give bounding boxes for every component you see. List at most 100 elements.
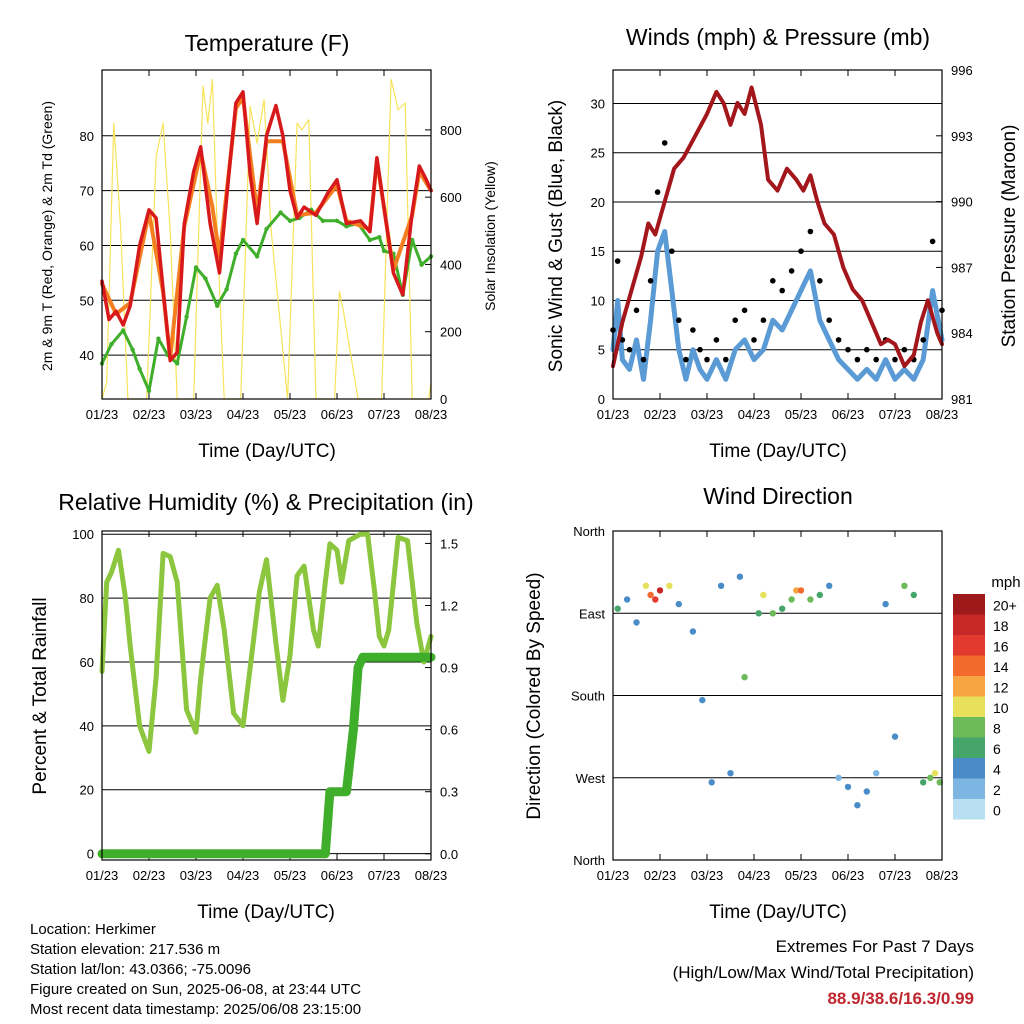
- station-location: Location: Herkimer: [30, 921, 156, 938]
- dewpoint-point: [175, 361, 180, 366]
- y-tick-label: 25: [591, 146, 605, 161]
- x-tick-label: 08/23: [415, 407, 448, 422]
- x-tick-label: 04/23: [227, 868, 260, 883]
- humidity-title: Relative Humidity (%) & Precipitation (i…: [58, 489, 473, 515]
- speed-legend-title: mph: [991, 574, 1020, 591]
- y2-tick-label: 990: [951, 195, 973, 210]
- y2-tick-label: 1.5: [440, 536, 458, 551]
- gust-point: [929, 238, 936, 245]
- direction-point: [656, 587, 664, 594]
- y2-tick-label: 0.0: [440, 847, 458, 862]
- plot-frame: [101, 530, 432, 861]
- direction-xlabel: Time (Day/UTC): [709, 902, 847, 923]
- legend-label: 18: [993, 618, 1009, 634]
- x-tick-label: 06/23: [832, 868, 865, 883]
- gust-point: [835, 337, 842, 343]
- station-pressure-line: [611, 85, 944, 369]
- x-tick-label: 07/23: [368, 868, 401, 883]
- dewpoint-point: [184, 314, 189, 319]
- direction-point: [689, 628, 697, 635]
- y2-tick-label: 0: [440, 392, 447, 407]
- solar-insolation-line: [101, 78, 432, 400]
- humidity-panel: Relative Humidity (%) & Precipitation (i…: [30, 489, 474, 923]
- gust-point: [723, 356, 729, 363]
- direction-point: [788, 596, 795, 603]
- gust-point: [779, 287, 785, 294]
- dewpoint-point: [109, 342, 114, 347]
- x-tick-label: 02/23: [133, 407, 166, 422]
- recent-data-timestamp: Most recent data timestamp: 2025/06/08 2…: [30, 1001, 362, 1018]
- gust-point: [690, 327, 696, 333]
- sonic-wind-line: [610, 229, 945, 382]
- dewpoint-point: [130, 347, 135, 352]
- direction-point: [717, 582, 725, 589]
- legend-swatch: [953, 635, 985, 656]
- dewpoint-point: [193, 265, 199, 270]
- direction-point: [699, 696, 706, 704]
- direction-point: [931, 770, 939, 777]
- gust-point: [901, 346, 908, 353]
- y2-tick-label: 200: [440, 325, 462, 340]
- dewpoint-point: [240, 237, 246, 243]
- gust-point: [676, 317, 682, 324]
- gust-point: [751, 337, 757, 343]
- legend-swatch: [953, 655, 985, 676]
- direction-point: [854, 802, 861, 809]
- legend-swatch: [953, 614, 985, 635]
- dewpoint-point: [121, 328, 126, 333]
- total-rainfall-line: [97, 652, 436, 859]
- direction-point: [863, 788, 870, 795]
- winds-panel: Winds (mph) & Pressure (mb) Time (Day/UT…: [546, 24, 1020, 462]
- legend-label: 0: [993, 803, 1001, 819]
- x-tick-label: 06/23: [321, 407, 354, 422]
- legend-swatch: [953, 676, 985, 697]
- temperature-ylabel: 2m & 9m T (Red, Orange) & 2m Td (Green): [39, 101, 55, 371]
- direction-point: [755, 610, 762, 617]
- winds-title: Winds (mph) & Pressure (mb): [626, 24, 930, 50]
- plot-frame: [612, 530, 943, 861]
- direction-ylabel: Direction (Colored By Speed): [524, 572, 545, 819]
- winds-xlabel: Time (Day/UTC): [709, 441, 847, 462]
- y-tick-label: 100: [72, 527, 94, 542]
- gust-point: [845, 346, 851, 353]
- dewpoint-point: [233, 251, 239, 256]
- x-tick-label: 07/23: [879, 868, 912, 883]
- temperature-panel: Temperature (F) Time (Day/UTC) 2m & 9m T…: [39, 30, 498, 462]
- x-tick-label: 03/23: [691, 868, 724, 883]
- y2-tick-label: 800: [440, 123, 462, 138]
- direction-point: [741, 674, 748, 681]
- legend-label: 12: [993, 680, 1009, 696]
- station-latlon: Station lat/lon: 43.0366; -75.0096: [30, 961, 252, 978]
- y-tick-label: 60: [80, 238, 94, 253]
- gust-point: [770, 278, 776, 284]
- figure-created: Figure created on Sun, 2025-06-08, at 23…: [30, 981, 362, 998]
- x-tick-label: 08/23: [926, 868, 959, 883]
- legend-swatch: [953, 778, 985, 799]
- winds-ylabel: Sonic Wind & Gust (Blue, Black): [546, 100, 567, 372]
- x-tick-label: 01/23: [86, 407, 119, 422]
- direction-panel: Wind Direction Time (Day/UTC) Direction …: [524, 483, 1021, 923]
- direction-point: [910, 591, 917, 599]
- direction-point: [936, 779, 943, 786]
- direction-point: [901, 582, 908, 589]
- dewpoint-point: [367, 237, 373, 243]
- direction-point: [797, 587, 805, 594]
- gust-point: [640, 356, 647, 363]
- dewpoint-point: [203, 276, 208, 281]
- legend-label: 4: [993, 762, 1001, 778]
- y-tick-label: 80: [80, 129, 94, 144]
- gust-point: [704, 356, 710, 363]
- y2-tick-label: 987: [951, 260, 973, 275]
- x-tick-label: 05/23: [785, 868, 818, 883]
- direction-point: [736, 573, 744, 580]
- dewpoint-point: [215, 303, 220, 308]
- direction-point: [793, 587, 800, 594]
- gust-point: [654, 189, 661, 195]
- y-tick-label: 15: [591, 244, 605, 259]
- y-tick-label: 50: [80, 293, 94, 308]
- legend-swatch: [953, 696, 985, 717]
- gust-point: [669, 248, 675, 254]
- direction-point: [835, 774, 842, 781]
- y2-tick-label: 0.3: [440, 785, 458, 800]
- dewpoint-point: [254, 254, 260, 259]
